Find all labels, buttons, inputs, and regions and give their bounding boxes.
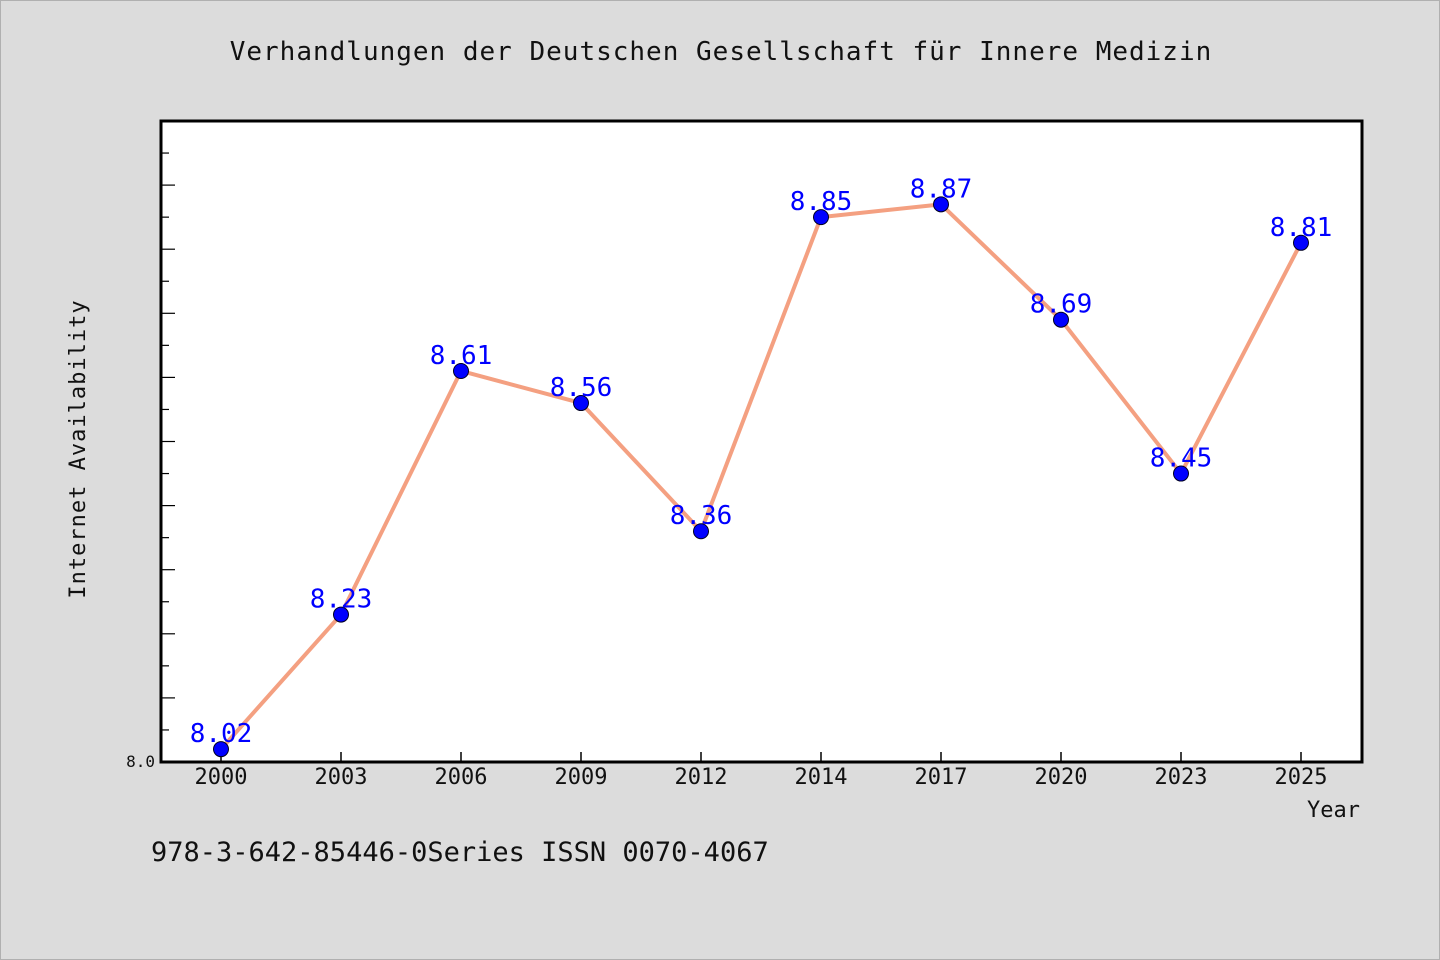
data-label: 8.45 [1150, 444, 1213, 474]
data-label: 8.36 [670, 501, 733, 531]
x-tick-label: 2009 [555, 765, 608, 790]
data-point [1293, 234, 1309, 251]
x-tick-label: 2014 [795, 765, 848, 790]
x-tick-label: 2017 [915, 765, 968, 790]
x-tick-label: 2003 [315, 765, 368, 790]
y-tick-label: 8.0 [126, 752, 155, 771]
series-line [219, 202, 1303, 751]
data-label: 8.61 [430, 341, 493, 371]
chart-title: Verhandlungen der Deutschen Gesellschaft… [229, 37, 1213, 67]
data-label: 8.85 [790, 187, 853, 217]
data-points [213, 196, 1309, 758]
data-label: 8.69 [1030, 290, 1093, 320]
data-label: 8.87 [910, 174, 973, 204]
data-point [1173, 465, 1189, 482]
data-label: 8.56 [550, 373, 613, 403]
x-tick-label: 2020 [1035, 765, 1088, 790]
y-axis-label: Internet Availability [66, 299, 91, 598]
data-point [453, 362, 469, 379]
footer-note: 978-3-642-85446-0Series ISSN 0070-4067 [151, 837, 769, 868]
x-tick-label: 2025 [1275, 765, 1328, 790]
x-axis-label: Year [1307, 798, 1360, 823]
data-point [573, 395, 589, 412]
data-point [693, 523, 709, 540]
x-axis-tick-labels: 2000 2003 2006 2009 2012 2014 2017 2020 2023 2025 [195, 765, 1328, 790]
data-point [933, 196, 949, 213]
x-tick-label: 2012 [675, 765, 728, 790]
x-tick-label: 2023 [1155, 765, 1208, 790]
data-label: 8.23 [310, 585, 373, 615]
data-label: 8.02 [190, 719, 253, 749]
x-tick-label: 2006 [435, 765, 488, 790]
y-axis-ticks [161, 152, 175, 731]
data-labels: 8.02 8.23 8.61 8.56 8.36 8.85 8.87 8.69 8.45 8.81 [190, 174, 1333, 749]
data-point [333, 606, 349, 623]
data-label: 8.81 [1270, 213, 1333, 243]
plot-area [159, 119, 1364, 764]
data-point [213, 741, 229, 758]
data-point [813, 209, 829, 226]
data-point [1053, 311, 1069, 328]
x-tick-label: 2000 [195, 765, 248, 790]
